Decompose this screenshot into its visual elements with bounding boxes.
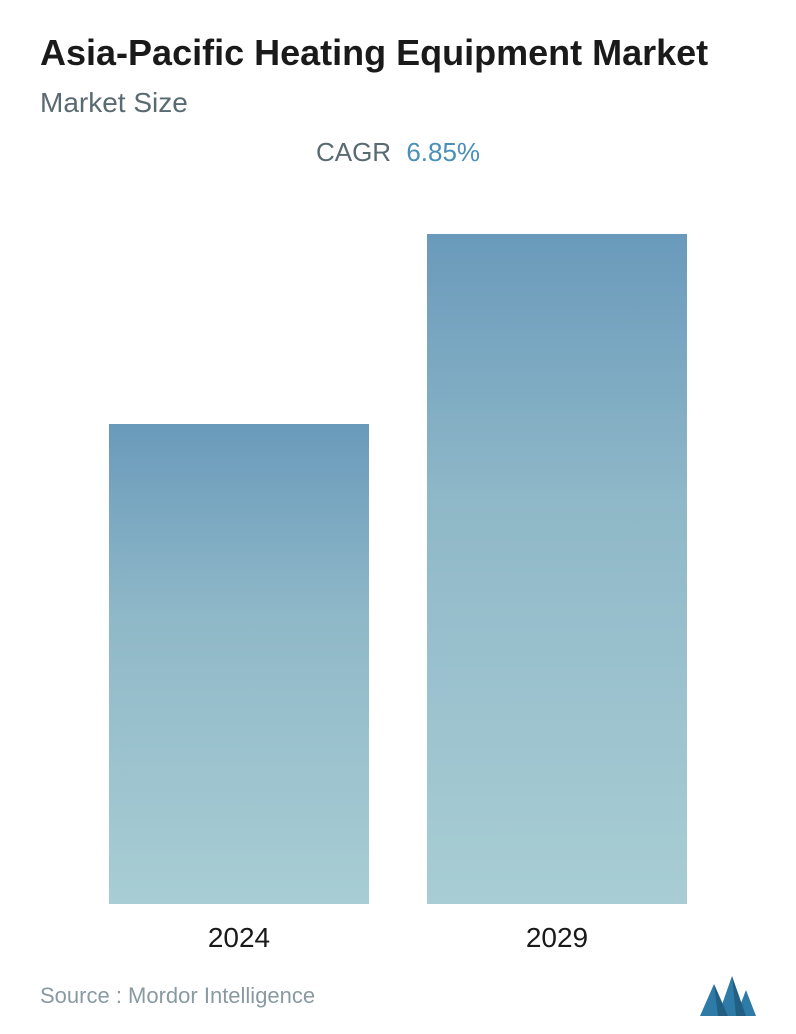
brand-logo bbox=[700, 976, 756, 1016]
bar-label-1: 2029 bbox=[526, 922, 588, 954]
chart-subtitle: Market Size bbox=[40, 87, 756, 119]
source-text: Source : Mordor Intelligence bbox=[40, 983, 315, 1009]
logo-icon bbox=[700, 976, 756, 1016]
bar-1 bbox=[427, 234, 687, 904]
footer: Source : Mordor Intelligence bbox=[40, 976, 756, 1016]
bar-label-0: 2024 bbox=[208, 922, 270, 954]
bar-group-0: 2024 bbox=[109, 424, 369, 954]
bar-group-1: 2029 bbox=[427, 234, 687, 954]
cagr-value: 6.85% bbox=[406, 137, 480, 167]
bar-0 bbox=[109, 424, 369, 904]
cagr-row: CAGR 6.85% bbox=[40, 137, 756, 168]
chart-area: 2024 2029 bbox=[40, 188, 756, 1014]
cagr-label: CAGR bbox=[316, 137, 391, 167]
chart-container: Asia-Pacific Heating Equipment Market Ma… bbox=[0, 0, 796, 1034]
chart-title: Asia-Pacific Heating Equipment Market bbox=[40, 30, 756, 75]
